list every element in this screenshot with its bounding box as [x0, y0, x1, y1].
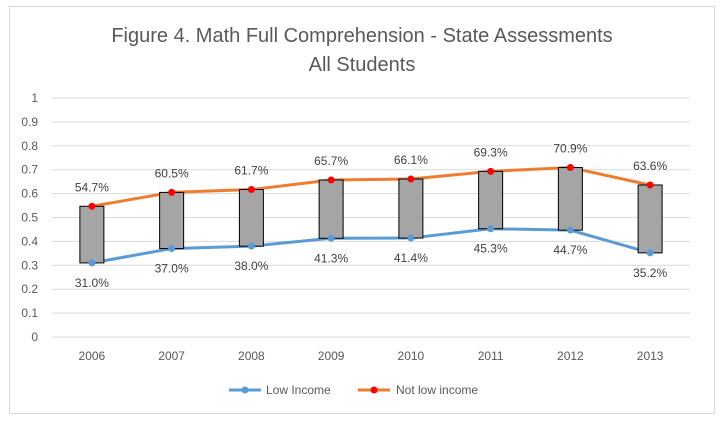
y-tick-label: 0.4: [21, 234, 38, 248]
low-income-point: [168, 245, 176, 253]
low-income-data-label: 31.0%: [75, 276, 109, 290]
x-tick-label: 2010: [398, 349, 425, 363]
legend-label-low-income: Low Income: [266, 383, 331, 397]
high-low-bar: [318, 179, 344, 239]
low-income-point: [407, 234, 415, 242]
series-line-not-low-income: [91, 166, 651, 208]
not-low-income-data-label: 70.9%: [553, 142, 587, 156]
x-tick-label: 2008: [238, 349, 265, 363]
y-tick-label: 0: [31, 330, 38, 344]
high-low-bar: [238, 189, 264, 247]
low-income-point: [247, 242, 255, 250]
x-tick-label: 2012: [557, 349, 584, 363]
low-income-point: [88, 259, 96, 267]
x-tick-label: 2013: [637, 349, 664, 363]
legend-label-not-low-income: Not low income: [396, 383, 478, 397]
not-low-income-data-label: 61.7%: [234, 164, 268, 178]
not-low-income-point: [407, 175, 415, 183]
not-low-income-data-label: 69.3%: [474, 145, 508, 159]
not-low-income-point: [247, 186, 255, 194]
y-tick-label: 0.7: [21, 163, 38, 177]
not-low-income-data-label: 63.6%: [633, 159, 667, 173]
high-low-bar: [79, 205, 105, 264]
x-tick-label: 2009: [318, 349, 345, 363]
high-low-bar: [557, 167, 583, 231]
series-line-low-income: [91, 227, 651, 265]
y-tick-label: 0.2: [21, 282, 38, 296]
legend-marker-low-income: [241, 386, 249, 394]
low-income-point: [566, 226, 574, 234]
not-low-income-point: [487, 167, 495, 175]
not-low-income-point: [327, 176, 335, 184]
not-low-income-data-label: 66.1%: [394, 153, 428, 167]
chart-title-line2: All Students: [308, 54, 416, 76]
high-low-bar: [478, 170, 504, 230]
low-income-point: [487, 225, 495, 233]
y-tick-label: 0.9: [21, 115, 38, 129]
not-low-income-point: [566, 164, 574, 172]
low-income-point: [646, 249, 654, 257]
not-low-income-data-label: 60.5%: [155, 166, 189, 180]
chart-title: Figure 4. Math Full Comprehension - Stat…: [9, 22, 715, 80]
y-tick-label: 1: [31, 91, 38, 105]
not-low-income-point: [88, 202, 96, 210]
low-income-data-label: 35.2%: [633, 266, 667, 280]
y-tick-label: 0.3: [21, 258, 38, 272]
low-income-data-label: 38.0%: [234, 259, 268, 273]
high-low-bar: [398, 178, 424, 239]
not-low-income-data-label: 54.7%: [75, 180, 109, 194]
low-income-data-label: 41.3%: [314, 251, 348, 265]
x-tick-label: 2011: [478, 349, 504, 363]
y-tick-label: 0.5: [21, 211, 38, 225]
high-low-bar: [637, 184, 663, 254]
low-income-data-label: 44.7%: [553, 243, 587, 257]
chart-frame: [9, 6, 715, 414]
low-income-data-label: 41.4%: [394, 251, 428, 265]
not-low-income-point: [646, 181, 654, 189]
y-tick-label: 0.6: [21, 187, 38, 201]
high-low-bar: [159, 191, 185, 250]
y-tick-label: 0.8: [21, 139, 38, 153]
low-income-data-label: 45.3%: [474, 242, 508, 256]
low-income-data-label: 37.0%: [155, 262, 189, 276]
low-income-point: [327, 234, 335, 242]
legend-marker-not-low-income: [370, 386, 378, 394]
x-tick-label: 2006: [79, 349, 106, 363]
x-tick-label: 2007: [158, 349, 185, 363]
not-low-income-data-label: 65.7%: [314, 154, 348, 168]
chart-title-line1: Figure 4. Math Full Comprehension - Stat…: [111, 25, 613, 47]
y-tick-label: 0.1: [21, 306, 38, 320]
not-low-income-point: [168, 188, 176, 196]
